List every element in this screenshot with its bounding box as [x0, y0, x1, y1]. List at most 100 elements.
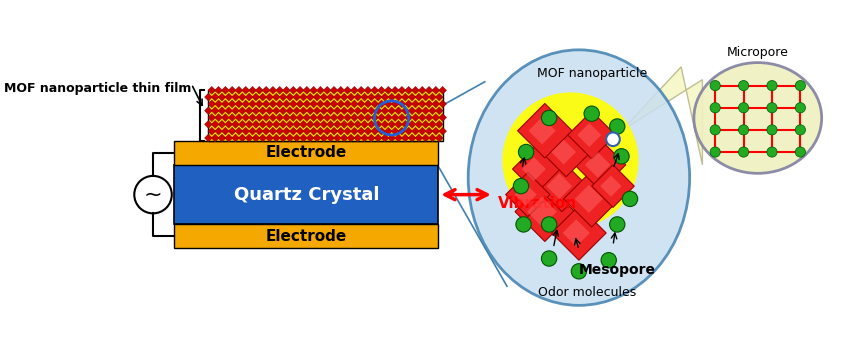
- Polygon shape: [316, 100, 324, 108]
- Circle shape: [739, 147, 749, 157]
- Polygon shape: [547, 173, 572, 199]
- Polygon shape: [408, 107, 416, 115]
- Text: Electrode: Electrode: [266, 229, 347, 244]
- Polygon shape: [428, 134, 436, 142]
- Polygon shape: [252, 107, 260, 115]
- Polygon shape: [273, 121, 280, 128]
- Polygon shape: [313, 107, 321, 115]
- Polygon shape: [353, 107, 362, 115]
- Polygon shape: [408, 134, 416, 142]
- Polygon shape: [218, 107, 226, 115]
- Polygon shape: [405, 87, 413, 94]
- Circle shape: [767, 125, 777, 135]
- Polygon shape: [306, 107, 314, 115]
- Polygon shape: [222, 127, 230, 135]
- Polygon shape: [286, 93, 294, 101]
- Polygon shape: [353, 134, 362, 142]
- Polygon shape: [238, 93, 246, 101]
- Polygon shape: [224, 121, 233, 128]
- Polygon shape: [351, 87, 359, 94]
- Polygon shape: [299, 121, 307, 128]
- Polygon shape: [592, 165, 635, 207]
- Polygon shape: [289, 127, 298, 135]
- Polygon shape: [276, 100, 284, 108]
- Polygon shape: [357, 127, 365, 135]
- Polygon shape: [280, 121, 287, 128]
- Polygon shape: [296, 100, 304, 108]
- Polygon shape: [364, 114, 372, 121]
- Polygon shape: [341, 93, 348, 101]
- Polygon shape: [357, 100, 365, 108]
- Polygon shape: [408, 121, 416, 128]
- Polygon shape: [323, 127, 331, 135]
- Polygon shape: [259, 121, 267, 128]
- Polygon shape: [402, 107, 409, 115]
- Text: MOF nanoparticle: MOF nanoparticle: [537, 67, 647, 80]
- Polygon shape: [527, 197, 556, 227]
- Polygon shape: [212, 134, 219, 142]
- Circle shape: [739, 103, 749, 113]
- Polygon shape: [249, 87, 256, 94]
- Polygon shape: [360, 107, 368, 115]
- Circle shape: [796, 103, 806, 113]
- Polygon shape: [245, 121, 253, 128]
- Polygon shape: [418, 100, 427, 108]
- Polygon shape: [600, 176, 622, 197]
- Polygon shape: [259, 134, 267, 142]
- Polygon shape: [289, 87, 298, 94]
- Polygon shape: [289, 114, 298, 121]
- Polygon shape: [395, 134, 402, 142]
- Polygon shape: [283, 100, 291, 108]
- Polygon shape: [428, 107, 436, 115]
- Polygon shape: [371, 127, 378, 135]
- Polygon shape: [242, 100, 249, 108]
- Polygon shape: [585, 152, 611, 178]
- Polygon shape: [313, 121, 321, 128]
- Text: Odor molecules: Odor molecules: [538, 286, 636, 299]
- Polygon shape: [316, 114, 324, 121]
- Polygon shape: [228, 127, 236, 135]
- Polygon shape: [405, 114, 413, 121]
- Polygon shape: [313, 93, 321, 101]
- Polygon shape: [292, 107, 300, 115]
- Polygon shape: [286, 107, 294, 115]
- Polygon shape: [235, 114, 243, 121]
- Circle shape: [513, 178, 529, 194]
- Circle shape: [796, 125, 806, 135]
- Polygon shape: [425, 87, 433, 94]
- Circle shape: [710, 103, 721, 113]
- Polygon shape: [292, 93, 300, 101]
- Polygon shape: [212, 121, 219, 128]
- Polygon shape: [398, 127, 406, 135]
- Polygon shape: [518, 104, 572, 158]
- Polygon shape: [266, 107, 273, 115]
- Polygon shape: [402, 134, 409, 142]
- Polygon shape: [374, 121, 382, 128]
- Polygon shape: [276, 114, 284, 121]
- Polygon shape: [515, 182, 574, 241]
- Polygon shape: [378, 114, 385, 121]
- Circle shape: [542, 251, 556, 266]
- Polygon shape: [255, 100, 263, 108]
- Polygon shape: [235, 127, 243, 135]
- Polygon shape: [222, 114, 230, 121]
- Polygon shape: [269, 114, 277, 121]
- Polygon shape: [435, 107, 443, 115]
- Polygon shape: [334, 107, 341, 115]
- Polygon shape: [283, 114, 291, 121]
- Polygon shape: [320, 93, 328, 101]
- Polygon shape: [266, 134, 273, 142]
- Polygon shape: [421, 134, 429, 142]
- Polygon shape: [249, 100, 256, 108]
- Polygon shape: [347, 134, 355, 142]
- Polygon shape: [529, 117, 556, 144]
- Polygon shape: [402, 121, 409, 128]
- Polygon shape: [418, 114, 427, 121]
- Polygon shape: [330, 127, 338, 135]
- Ellipse shape: [502, 92, 638, 229]
- Polygon shape: [395, 121, 402, 128]
- Polygon shape: [205, 93, 212, 101]
- Polygon shape: [215, 100, 223, 108]
- Circle shape: [767, 103, 777, 113]
- Polygon shape: [303, 127, 310, 135]
